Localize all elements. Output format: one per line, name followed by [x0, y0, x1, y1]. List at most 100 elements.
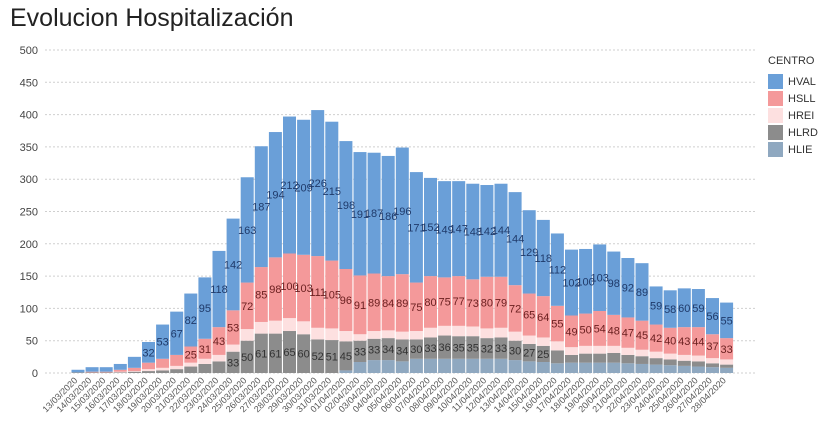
- bar-segment-hsll: [677, 327, 691, 355]
- data-label-hval: 209: [294, 182, 312, 194]
- data-label-hval: 144: [492, 225, 510, 237]
- bar-segment-hrei: [297, 321, 311, 335]
- bar-segment-hval: [508, 192, 522, 286]
- bar-segment-hlrd: [254, 333, 268, 373]
- bar-segment-hlrd: [339, 341, 353, 371]
- data-label-hsll: 75: [438, 297, 450, 309]
- bar-segment-hval: [71, 369, 85, 373]
- bar-segment-hlie: [677, 365, 691, 373]
- bar-segment-hval: [156, 324, 170, 359]
- bar-segment-hval: [367, 152, 381, 274]
- data-label-hval: 82: [185, 315, 197, 327]
- bar-segment-hval: [536, 219, 550, 297]
- data-label-hval: 58: [664, 304, 676, 316]
- bar-segment-hval: [706, 298, 719, 335]
- bar-segment-hsll: [268, 257, 282, 321]
- bar-segment-hlrd: [593, 353, 607, 363]
- bar-segment-hval: [311, 110, 325, 257]
- bar-segment-hval: [424, 177, 437, 277]
- legend: CENTRO HVAL HSLL HREI HLRD HLIE: [768, 55, 818, 158]
- bar-segment-hrei: [424, 327, 437, 338]
- bar-segment-hval: [170, 311, 184, 355]
- bar-segment-hlrd: [268, 333, 282, 373]
- bar-segment-hval: [226, 218, 240, 311]
- bar-segment-hlrd: [635, 356, 649, 364]
- data-label-hlrd: 25: [537, 349, 549, 361]
- data-label-hsll: 50: [579, 325, 591, 337]
- bar-segment-hval: [339, 141, 353, 269]
- bar-segment-hlrd: [113, 372, 127, 373]
- data-label-hlrd: 27: [523, 348, 535, 360]
- legend-item-hlrd: HLRD: [768, 124, 818, 141]
- data-label-hval: 112: [549, 265, 567, 277]
- data-label-hlrd: 50: [241, 352, 253, 364]
- data-label-hsll: 43: [213, 336, 225, 348]
- data-label-hsll: 96: [340, 295, 352, 307]
- bar-segment-hval: [99, 367, 113, 372]
- bar-segment-hrei: [212, 354, 226, 362]
- data-label-hval: 196: [393, 206, 411, 218]
- bar-segment-hrei: [142, 369, 155, 372]
- bar-segment-hrei: [663, 353, 677, 360]
- bar-segment-hrei: [325, 328, 339, 341]
- bar-segment-hsll: [226, 310, 240, 345]
- bar-segment-hlrd: [522, 343, 536, 362]
- bar-segment-hrei: [240, 329, 254, 341]
- bar-segment-hlrd: [297, 334, 311, 373]
- bar-segment-hlrd: [466, 336, 480, 359]
- bar-segment-hsll: [353, 275, 367, 335]
- bar-segment-hlrd: [424, 337, 437, 359]
- bar-segment-hlie: [339, 370, 353, 373]
- data-label-hval: 98: [608, 278, 620, 290]
- data-label-hval: 198: [337, 200, 355, 212]
- bar-segment-hval: [452, 181, 466, 277]
- bar-segment-hlie: [508, 360, 522, 373]
- bar-segment-hlie: [579, 362, 593, 373]
- bar-segment-hlie: [452, 358, 466, 373]
- bar-segment-hlie: [522, 361, 536, 373]
- bar-segment-hval: [649, 286, 663, 325]
- bar-segment-hlrd: [480, 338, 494, 359]
- bar-segment-hlrd: [311, 339, 325, 373]
- bar-segment-hsll: [649, 324, 663, 352]
- data-label-hsll: 53: [227, 322, 239, 334]
- data-label-hsll: 25: [185, 350, 197, 362]
- bar-segment-hrei: [268, 320, 282, 334]
- bar-segment-hval: [268, 132, 282, 258]
- bar-segment-hsll: [311, 256, 325, 328]
- bar-segment-hval: [240, 177, 254, 283]
- bar-segment-hrei: [170, 365, 184, 370]
- bar-segment-hsll: [466, 279, 480, 327]
- bar-segment-hsll: [579, 313, 593, 346]
- data-label-hlrd: 36: [438, 342, 450, 354]
- bar-segment-hlie: [367, 360, 381, 373]
- bar-segment-hval: [593, 244, 607, 311]
- bar-segment-hlrd: [127, 371, 141, 373]
- bar-segment-hrei: [635, 349, 649, 357]
- y-tick-label: 150: [20, 271, 38, 283]
- bar-segment-hrei: [494, 327, 508, 338]
- data-label-hsll: 72: [509, 303, 521, 315]
- data-label-hsll: 49: [565, 326, 577, 338]
- bar-segment-hval: [127, 356, 141, 368]
- bar-segment-hrei: [198, 358, 212, 364]
- bar-segment-hsll: [381, 276, 395, 331]
- bar-segment-hrei: [184, 362, 198, 367]
- data-label-hval: 149: [435, 224, 453, 236]
- bar-segment-hval: [283, 116, 296, 254]
- chart-title: Evolucion Hospitalización: [10, 4, 294, 32]
- bar-segment-hval: [691, 289, 705, 328]
- y-tick-label: 50: [26, 336, 38, 348]
- data-label-hlrd: 33: [424, 343, 436, 355]
- bar-segment-hval: [254, 146, 268, 268]
- bar-segment-hlie: [691, 366, 705, 373]
- bar-segment-hval: [395, 147, 409, 275]
- bar-segment-hlrd: [353, 340, 367, 363]
- data-label-hsll: 55: [551, 319, 563, 331]
- bar-segment-hsll: [480, 276, 494, 329]
- bar-segment-hrei: [127, 371, 141, 372]
- bar-segment-hsll: [565, 315, 578, 348]
- bar-segment-hrei: [677, 354, 691, 361]
- data-label-hval: 148: [464, 227, 482, 239]
- bar-segment-hrei: [283, 318, 296, 332]
